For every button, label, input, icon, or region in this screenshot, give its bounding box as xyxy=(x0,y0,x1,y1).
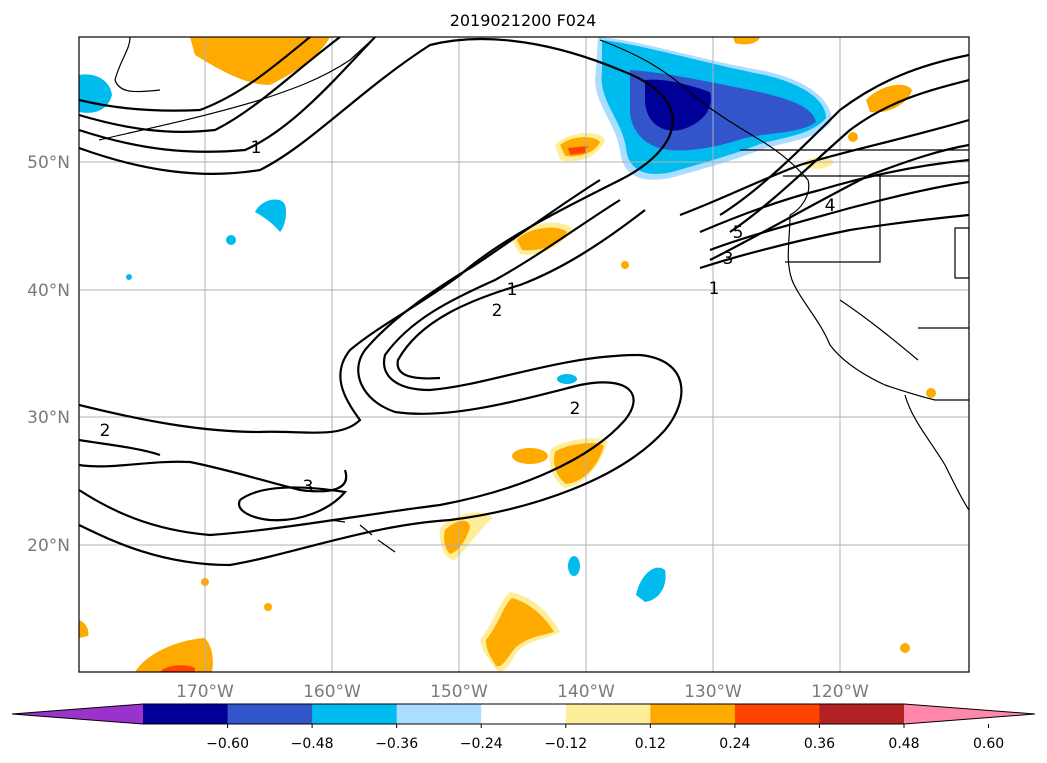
colorbar-bin xyxy=(396,704,482,724)
contour-label: 1 xyxy=(251,138,262,158)
colorbar-outline xyxy=(11,703,1036,725)
colorbar-bin xyxy=(819,704,905,724)
colorbar-bin xyxy=(227,704,313,724)
contour-label: 3 xyxy=(303,477,314,497)
pos-blob-c xyxy=(866,84,912,113)
contour-label: 1 xyxy=(709,279,720,299)
map-title: 2019021200 F024 xyxy=(450,11,597,30)
pos-blob-e xyxy=(733,37,760,45)
pos-blob-j-core xyxy=(160,665,195,672)
pos-blob-k xyxy=(79,620,89,638)
colorbar-underflow-triangle xyxy=(12,704,143,724)
pos-blob-g xyxy=(512,448,548,464)
pos-blob-p xyxy=(926,388,936,398)
lon-label: 130°W xyxy=(684,682,742,702)
contour-lines xyxy=(79,37,969,567)
pos-blob-f xyxy=(554,443,604,484)
lon-label: 150°W xyxy=(430,682,488,702)
contour-labels: 1 2 1 2 3 4 5 1 2 3 xyxy=(100,138,836,497)
neg-region-darkblue xyxy=(645,79,711,131)
colorbar-tick-label: −0.48 xyxy=(291,736,334,752)
colorbar-tick-label: 0.60 xyxy=(973,736,1004,752)
colorbar-tick-label: 0.24 xyxy=(719,736,750,752)
map-area: 1 2 1 2 3 4 5 1 2 3 xyxy=(79,37,969,672)
contour-label: 2 xyxy=(492,301,503,321)
anomaly-shading xyxy=(79,37,936,672)
pos-blob-j xyxy=(135,638,213,672)
lat-label: 50°N xyxy=(27,153,70,173)
colorbar-tick-label: −0.12 xyxy=(544,736,587,752)
colorbar-bin xyxy=(734,704,820,724)
lat-label: 30°N xyxy=(27,408,70,428)
longitude-labels: 170°W 160°W 150°W 140°W 130°W 120°W xyxy=(176,682,869,702)
graticule xyxy=(79,37,969,672)
latitude-labels: 50°N 40°N 30°N 20°N xyxy=(27,153,70,556)
colorbar-bin xyxy=(565,704,651,724)
contour-label: 5 xyxy=(733,223,744,243)
pos-blob-i xyxy=(486,598,554,667)
map-frame xyxy=(78,36,970,673)
contour-label: 1 xyxy=(507,280,518,300)
colorbar-tick-label: 0.12 xyxy=(635,736,666,752)
colorbar-tick-label: −0.24 xyxy=(460,736,503,752)
lon-label: 160°W xyxy=(303,682,361,702)
neg-blob-4 xyxy=(557,374,577,384)
lon-label: 170°W xyxy=(176,682,234,702)
colorbar: −0.60 −0.48 −0.36 −0.24 −0.12 0.12 0.24 0.36 0.4… xyxy=(11,703,1036,752)
colorbar-bin xyxy=(312,704,398,724)
lat-label: 20°N xyxy=(27,536,70,556)
pos-blob-m xyxy=(264,603,272,611)
pos-blob-h xyxy=(444,520,470,554)
colorbar-tick-label: −0.36 xyxy=(375,736,418,752)
colorbar-tick-label: −0.60 xyxy=(206,736,249,752)
contour-label: 2 xyxy=(570,399,581,419)
lon-label: 120°W xyxy=(811,682,869,702)
contour-label: 3 xyxy=(723,249,734,269)
neg-blob-1 xyxy=(255,199,287,232)
pos-blob-o xyxy=(848,132,858,142)
colorbar-overflow-triangle xyxy=(904,704,1035,724)
coastlines xyxy=(98,37,969,553)
neg-blob-6 xyxy=(636,567,666,602)
neg-nw-corner xyxy=(79,74,112,113)
colorbar-bin xyxy=(481,704,567,724)
contour-label: 2 xyxy=(100,421,111,441)
lon-label: 140°W xyxy=(557,682,615,702)
colorbar-ticks: −0.60 −0.48 −0.36 −0.24 −0.12 0.12 0.24 0.36 0.4… xyxy=(206,724,1004,752)
pos-blob-n xyxy=(621,261,629,269)
neg-blob-2 xyxy=(226,235,236,245)
lat-label: 40°N xyxy=(27,281,70,301)
neg-blob-5 xyxy=(568,556,580,576)
pos-blob-q xyxy=(900,643,910,653)
colorbar-bin xyxy=(650,704,736,724)
colorbar-bins xyxy=(143,704,905,724)
neg-blob-3 xyxy=(126,274,132,280)
pos-blob-b xyxy=(517,227,567,251)
colorbar-tick-label: 0.36 xyxy=(804,736,835,752)
colorbar-tick-label: 0.48 xyxy=(888,736,919,752)
pos-blob-a-core xyxy=(568,146,588,155)
colorbar-bin xyxy=(143,704,229,724)
contour-label: 4 xyxy=(825,196,836,216)
